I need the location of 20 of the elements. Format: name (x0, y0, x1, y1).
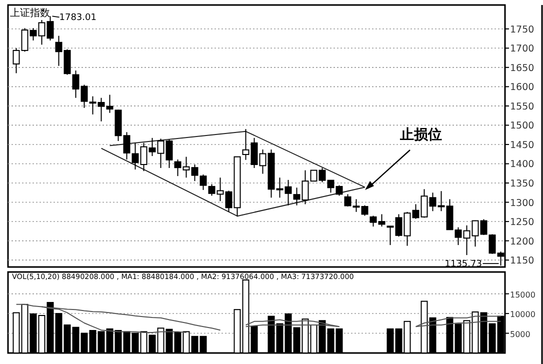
y-tick-label: 1150 (510, 256, 534, 267)
chart-title: 上证指数 (10, 7, 50, 19)
y-tick-label: 10000 (510, 310, 536, 320)
y-tick-label: 15000 (510, 290, 536, 300)
y-tick-label: 1200 (510, 236, 534, 248)
annotation: 止损位 (399, 127, 442, 143)
y-tick-label: 1400 (510, 159, 534, 170)
y-tick-label: 1550 (510, 101, 534, 112)
annotation: 1783.01 (59, 13, 96, 24)
y-tick-label: 1750 (510, 24, 534, 36)
y-tick-label: 1600 (510, 82, 534, 94)
y-tick-label: 1300 (510, 198, 534, 209)
y-tick-label: 1350 (510, 178, 534, 190)
y-tick-label: 1250 (510, 217, 534, 228)
y-tick-label: 1650 (510, 62, 534, 74)
annotation: 1135.73 (444, 260, 482, 270)
y-tick-label: 5000 (510, 330, 530, 339)
y-tick-label: 1700 (510, 44, 534, 55)
y-tick-label: 1450 (510, 140, 534, 151)
y-tick-label: 1500 (510, 120, 534, 132)
